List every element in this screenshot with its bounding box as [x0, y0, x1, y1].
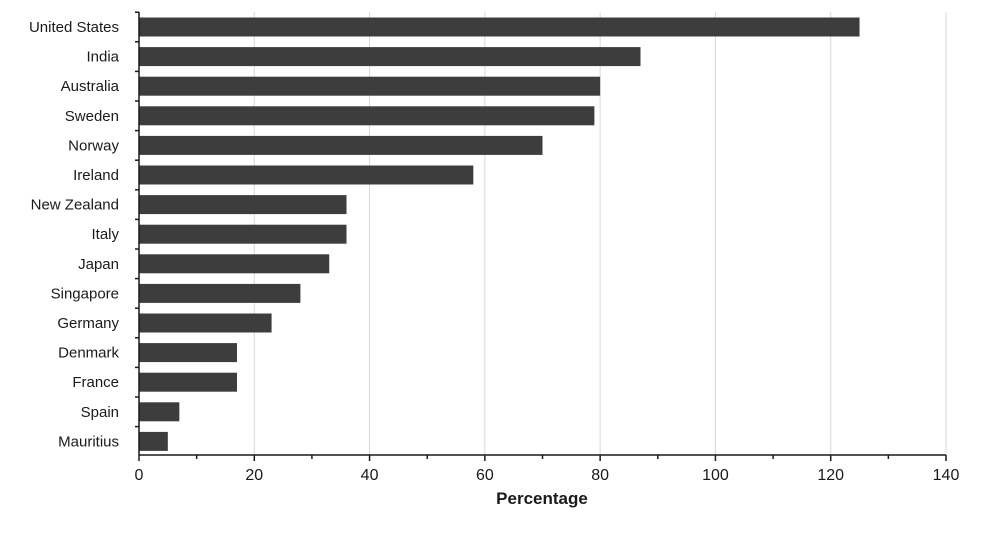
category-label: France: [72, 374, 119, 391]
bar: [139, 106, 595, 126]
category-label: Japan: [78, 256, 119, 273]
category-label: Singapore: [51, 285, 119, 302]
bar: [139, 135, 543, 155]
category-label: Ireland: [73, 167, 119, 184]
x-axis-title: Percentage: [496, 489, 588, 508]
x-tick-label: 20: [245, 467, 263, 484]
x-tick-label: 40: [361, 467, 379, 484]
bar: [139, 402, 180, 422]
axes: [135, 11, 947, 461]
x-tick-label: 60: [476, 467, 494, 484]
bar: [139, 76, 601, 96]
category-label: Norway: [68, 137, 119, 154]
category-label: India: [86, 49, 119, 66]
category-label: New Zealand: [31, 197, 119, 214]
bar: [139, 283, 301, 303]
bar: [139, 195, 347, 215]
category-label: Mauritius: [58, 433, 119, 450]
x-tick-label: 80: [591, 467, 609, 484]
bar: [139, 431, 168, 451]
bar: [139, 165, 474, 185]
bar: [139, 372, 237, 392]
bar: [139, 313, 272, 333]
bar: [139, 17, 860, 37]
x-tick-labels: 0 20 40 60 80 100 120 140: [135, 467, 960, 484]
x-tick-label: 0: [135, 467, 144, 484]
category-label: Spain: [81, 404, 119, 421]
category-label: Denmark: [58, 345, 119, 362]
category-label: Sweden: [65, 108, 119, 125]
bar: [139, 343, 237, 363]
bars: [139, 17, 860, 451]
bar: [139, 254, 330, 274]
category-label: Germany: [57, 315, 119, 332]
category-label: Australia: [61, 78, 120, 95]
bar: [139, 224, 347, 244]
x-tick-label: 100: [702, 467, 729, 484]
category-labels: United States India Australia Sweden Norway I…: [29, 19, 120, 450]
x-tick-label: 120: [817, 467, 844, 484]
bar: [139, 47, 641, 67]
category-label: United States: [29, 19, 119, 36]
x-tick-label: 140: [933, 467, 960, 484]
category-label: Italy: [91, 226, 119, 243]
